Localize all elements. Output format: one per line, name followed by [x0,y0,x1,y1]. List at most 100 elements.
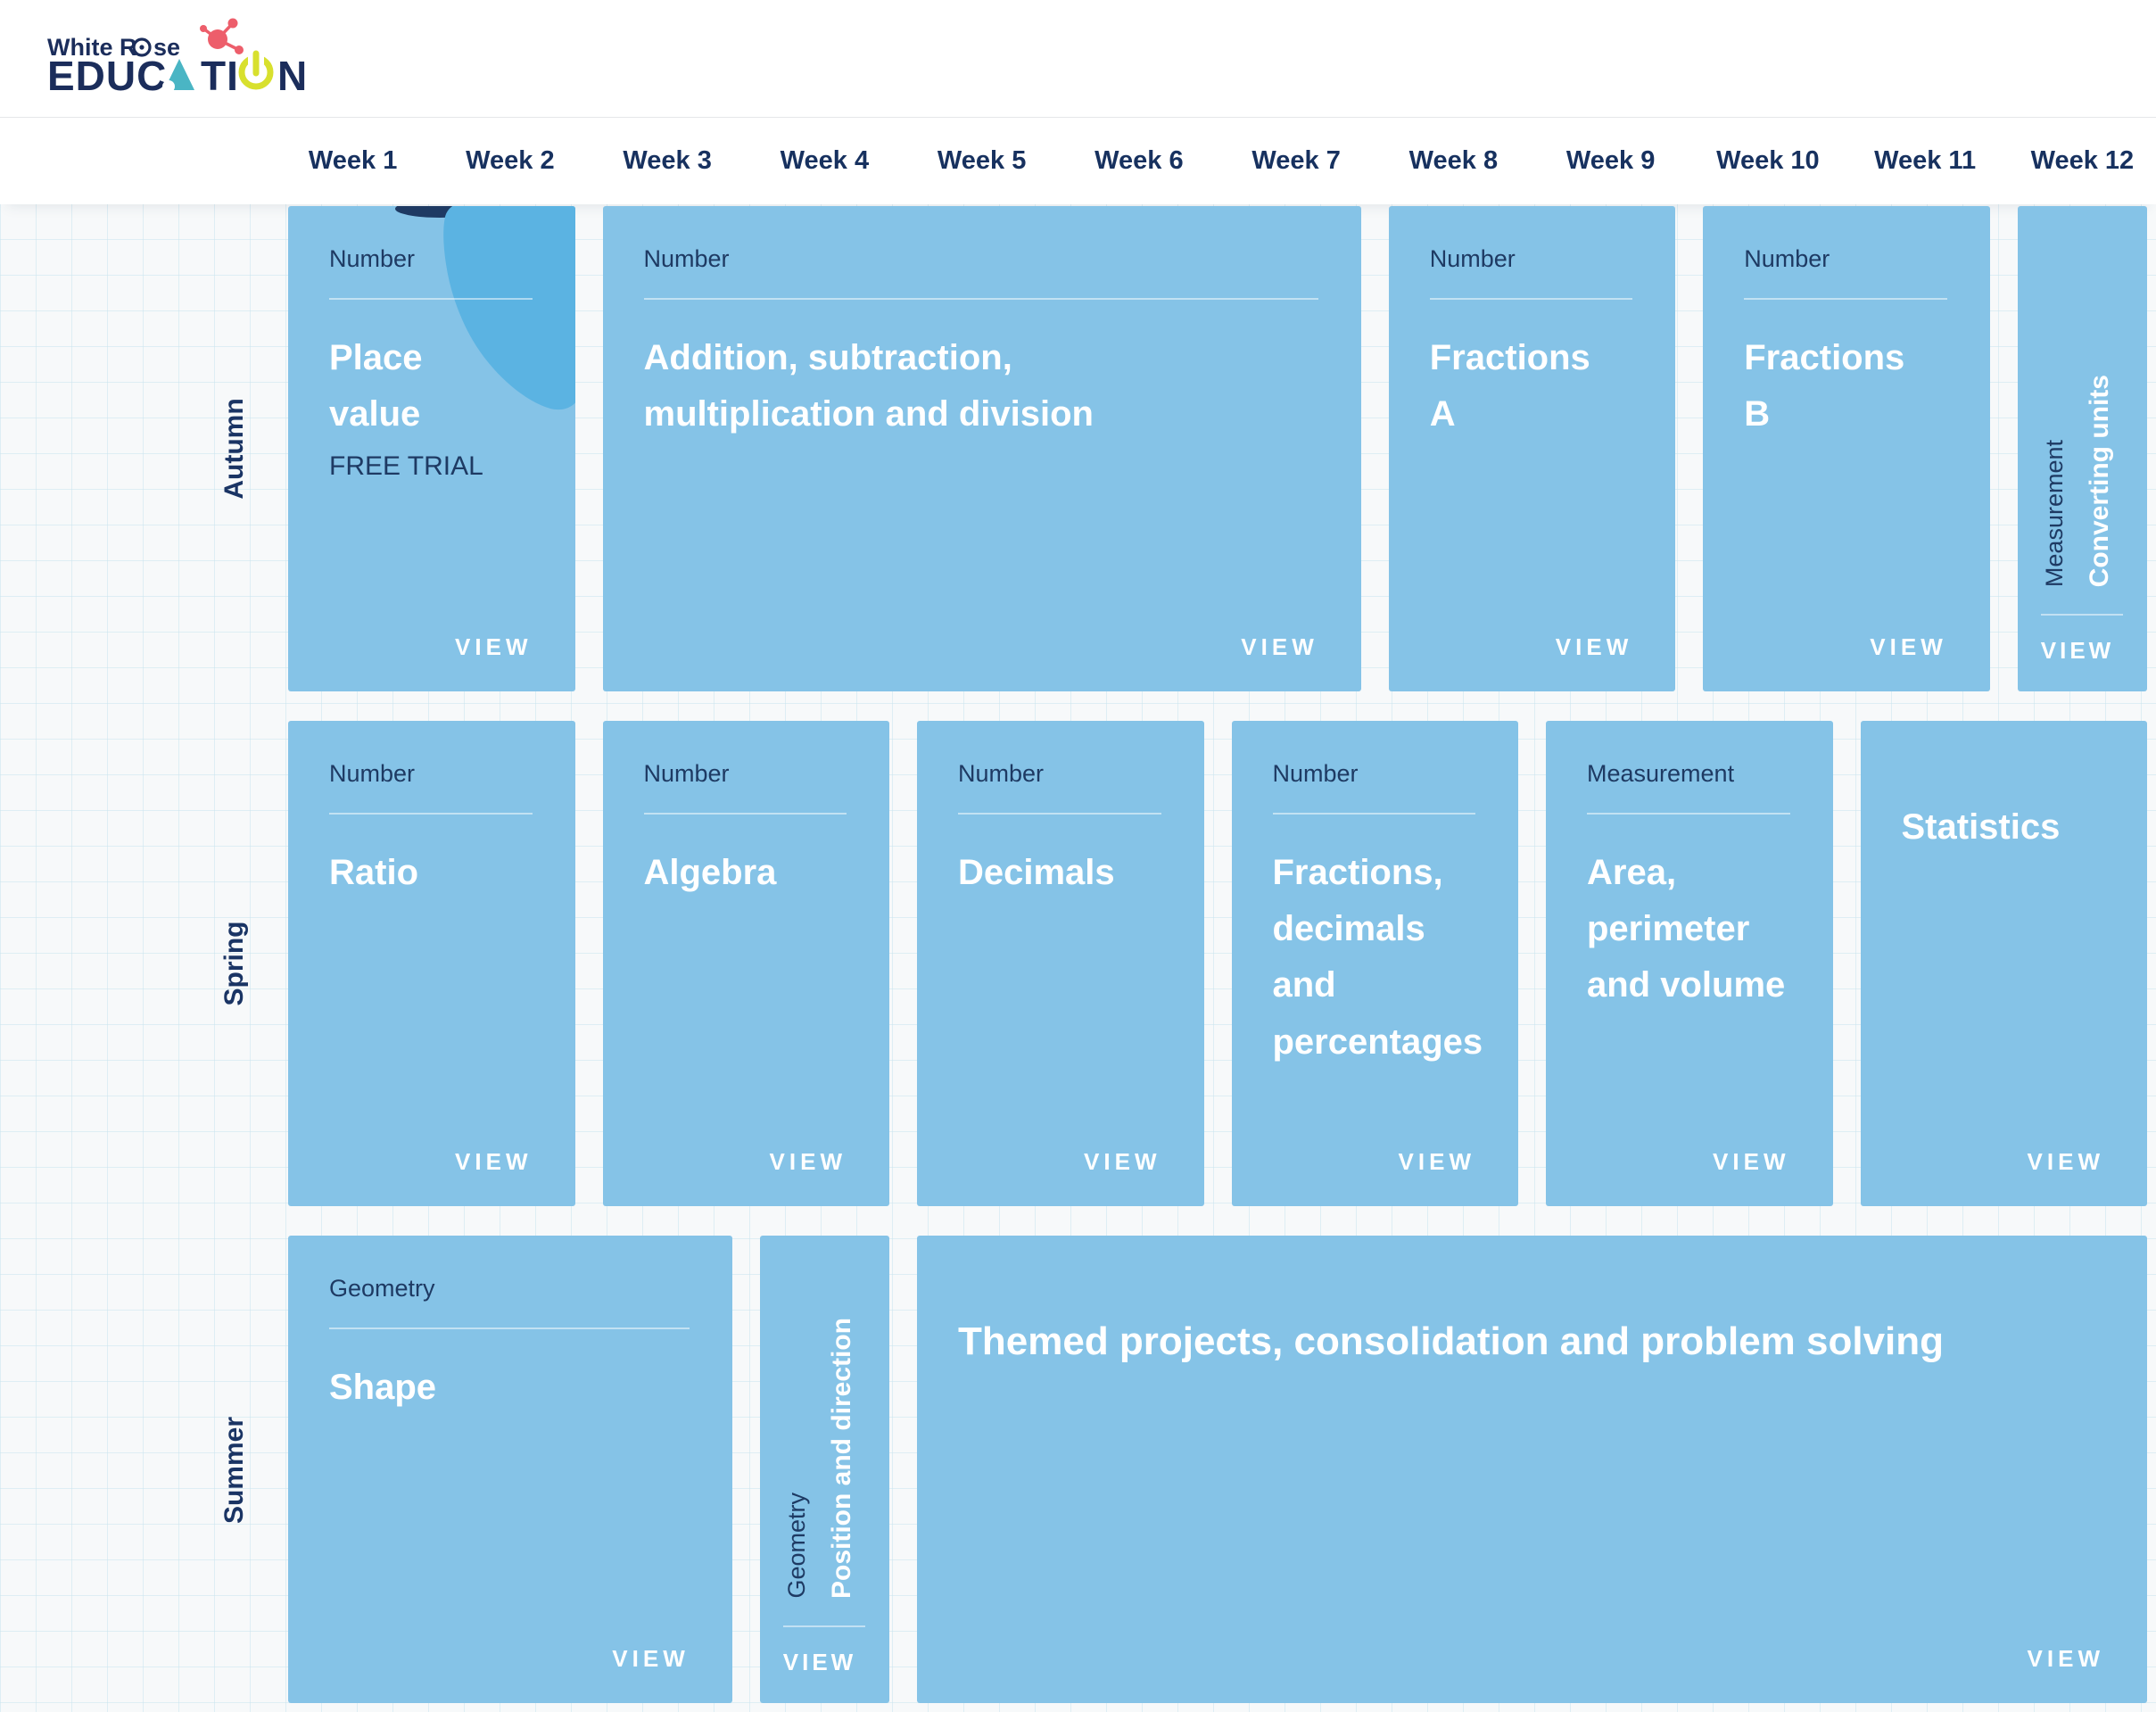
card-area-perimeter-volume[interactable]: Measurement Area, perimeter and volume V… [1546,721,1833,1206]
card-ratio[interactable]: Number Ratio VIEW [288,721,575,1206]
view-button[interactable]: VIEW [2027,1645,2104,1672]
card-title: Shape [329,1368,437,1407]
card-algebra[interactable]: Number Algebra VIEW [602,721,889,1206]
card-title: Ratio [329,853,418,892]
week-header-bar: Week 1 Week 2 Week 3 Week 4 Week 5 Week … [0,117,2156,204]
card-divider [329,1327,690,1329]
card-category: Number [329,760,416,787]
view-button[interactable]: VIEW [782,1649,857,1675]
logo-text-n: N [277,53,307,99]
card-statistics[interactable]: Statistics VIEW [1860,721,2147,1206]
view-button[interactable]: VIEW [2040,637,2115,664]
vertical-text-block: Measurement Converting units [2041,375,2115,587]
card-category: Measurement [1587,760,1735,787]
card-divider [643,298,1318,300]
card-fractions-b[interactable]: Number Fractions B VIEW [1703,206,1990,691]
card-category: Number [1429,245,1516,272]
card-category: Number [958,760,1045,787]
card-title: Area, perimeter and volume [1587,853,1786,1005]
card-decimals[interactable]: Number Decimals VIEW [917,721,1204,1206]
card-category: Geometry [329,1275,435,1302]
card-title: Addition, subtraction, multiplication an… [643,338,1094,434]
card-category: Number [643,245,730,272]
week-label-12: Week 12 [2030,146,2135,175]
card-category: Number [329,245,416,272]
card-divider [1272,813,1475,815]
card-title: Decimals [958,853,1115,892]
week-label-7: Week 7 [1251,146,1341,175]
card-title: Statistics [1901,807,2061,847]
card-title: Fractions B [1744,338,1905,434]
card-divider [643,813,847,815]
week-label-2: Week 2 [466,146,555,175]
card-divider [1744,298,1947,300]
week-label-10: Week 10 [1716,146,1820,175]
white-rose-education-logo[interactable]: White R se EDUC TI N [25,9,319,110]
week-label-11: Week 11 [1874,146,1977,175]
card-category: Number [643,760,730,787]
vertical-text-block: Geometry Position and direction [783,1318,857,1599]
card-decoration-blob [395,206,575,409]
free-trial-badge: FREE TRIAL [329,451,483,482]
card-divider [329,298,533,300]
view-button[interactable]: VIEW [612,1645,690,1672]
card-addition-subtraction-multiplication-division[interactable]: Number Addition, subtraction, multiplica… [602,206,1361,691]
card-category: Number [1272,760,1359,787]
card-fractions-a[interactable]: Number Fractions A VIEW [1388,206,1676,691]
triangle-a-icon [162,59,194,93]
view-button[interactable]: VIEW [1870,633,1947,660]
card-divider [329,813,533,815]
card-converting-units[interactable]: Measurement Converting units VIEW [2017,206,2147,691]
card-title: Fractions A [1429,338,1590,434]
card-position-and-direction[interactable]: Geometry Position and direction VIEW [759,1236,889,1703]
logo-text-white-r: White R [47,34,137,61]
week-label-4: Week 4 [780,146,870,175]
card-divider [1429,298,1633,300]
card-title: Algebra [643,853,777,892]
view-button[interactable]: VIEW [1241,633,1318,660]
week-label-5: Week 5 [937,146,1027,175]
card-title: Position and direction [826,1317,856,1599]
card-title: Place value [329,338,423,434]
view-button[interactable]: VIEW [455,633,533,660]
molecule-icon [200,18,244,54]
card-divider [958,813,1161,815]
term-label-autumn: Autumn [219,398,249,500]
view-button[interactable]: VIEW [1713,1148,1790,1175]
week-label-1: Week 1 [308,146,398,175]
view-button[interactable]: VIEW [1398,1148,1475,1175]
power-o-icon [238,50,274,90]
card-divider [1587,813,1790,815]
card-title: Fractions, decimals and percentages [1272,853,1483,1062]
week-label-3: Week 3 [623,146,712,175]
view-button[interactable]: VIEW [1555,633,1633,660]
card-title: Converting units [2084,374,2114,587]
logo-text-ti: TI [201,53,239,99]
card-category: Geometry [782,1493,810,1599]
week-label-9: Week 9 [1565,146,1656,175]
page-header: White R se EDUC TI N [0,0,2156,117]
view-button[interactable]: VIEW [2027,1148,2104,1175]
card-title: Themed projects, consolidation and probl… [958,1319,1945,1363]
logo-text-se: se [153,34,180,61]
week-labels-row: Week 1 Week 2 Week 3 Week 4 Week 5 Week … [288,118,2147,204]
card-category: Number [1744,245,1830,272]
card-themed-projects[interactable]: Themed projects, consolidation and probl… [917,1236,2147,1703]
card-shape[interactable]: Geometry Shape VIEW [288,1236,732,1703]
logo-graphic: White R se EDUC TI N [47,18,307,99]
logo-text-educ: EDUC [47,53,167,99]
week-label-6: Week 6 [1095,146,1184,175]
card-category: Measurement [2040,439,2068,587]
card-fractions-decimals-percentages[interactable]: Number Fractions, decimals and percentag… [1231,721,1518,1206]
view-button[interactable]: VIEW [769,1148,847,1175]
card-divider [2040,614,2123,616]
term-label-summer: Summer [219,1416,249,1525]
term-label-spring: Spring [219,921,249,1006]
week-label-8: Week 8 [1408,146,1499,175]
scheme-grid: Number Place value FREE TRIAL VIEW Numbe… [288,206,2147,1703]
card-divider [782,1625,865,1627]
view-button[interactable]: VIEW [455,1148,533,1175]
card-place-value[interactable]: Number Place value FREE TRIAL VIEW [288,206,575,691]
view-button[interactable]: VIEW [1084,1148,1161,1175]
rose-icon [132,37,152,57]
